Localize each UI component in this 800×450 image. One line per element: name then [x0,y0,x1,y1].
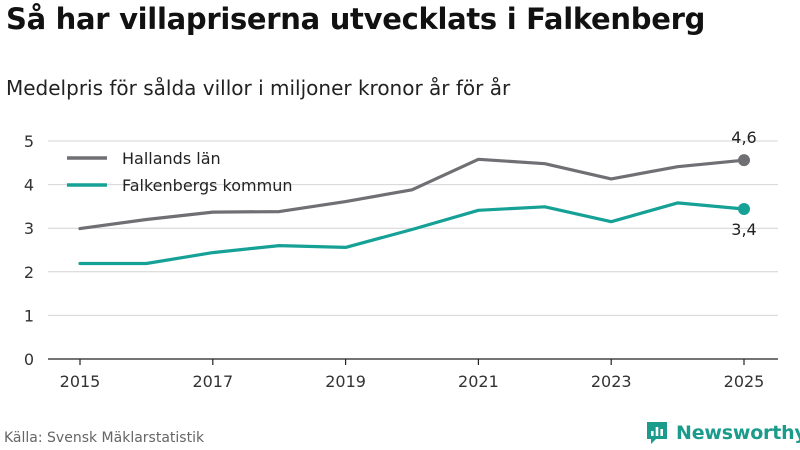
y-tick-label: 0 [24,350,34,369]
data-label-end: 3,4 [731,220,756,239]
legend-label: Hallands län [122,149,221,168]
series-line-falkenbergs-kommun [78,201,746,266]
brand-name: Newsworthy [676,422,800,444]
y-tick-label: 2 [24,263,34,282]
x-tick-label: 2017 [192,372,233,391]
series-end-point [738,203,750,216]
x-tick-label: 2015 [60,372,101,391]
newsworthy-logo-icon [647,422,667,444]
y-tick-label: 3 [24,219,34,238]
brand-logo[interactable]: Newsworthy [645,419,800,447]
chart-title: Så har villapriserna utvecklats i Falken… [6,2,706,36]
y-tick-label: 5 [24,132,34,151]
x-tick-label: 2025 [724,372,765,391]
data-label-end: 4,6 [731,128,756,147]
series-end-point [738,154,750,167]
x-tick-label: 2023 [591,372,632,391]
series-line-hallands-lan [78,157,746,231]
chart-subtitle: Medelpris för sålda villor i miljoner kr… [6,76,511,100]
legend-label: Falkenbergs kommun [122,176,292,195]
y-tick-label: 4 [24,176,34,195]
x-tick-label: 2021 [458,372,499,391]
source-note: Källa: Svensk Mäklarstatistik [4,430,205,446]
x-tick-label: 2019 [325,372,366,391]
y-tick-label: 1 [24,306,34,325]
